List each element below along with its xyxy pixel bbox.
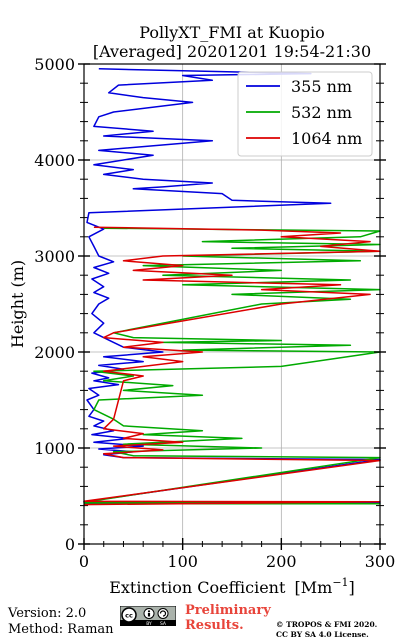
chart-title-line1: PollyXT_FMI at Kuopio xyxy=(139,23,325,42)
series-layer xyxy=(83,68,381,506)
sa-icon-text: SA xyxy=(160,621,167,626)
preliminary-line1: Preliminary xyxy=(185,603,271,618)
x-axis-label-sup: −1 xyxy=(332,576,348,589)
x-axis-label-text: Extinction Coefficient xyxy=(109,578,286,597)
copyright-line1: © TROPOS & FMI 2020. xyxy=(276,620,378,629)
legend: 355 nm 532 nm 1064 nm xyxy=(237,71,373,157)
by-icon-text: BY xyxy=(146,621,152,626)
legend-box xyxy=(237,71,373,157)
legend-label: 532 nm xyxy=(291,103,352,122)
y-axis-label: Height (m) xyxy=(8,260,27,348)
x-axis-label-unit: [Mm xyxy=(295,578,333,597)
y-tick-label: 1000 xyxy=(34,439,75,458)
version-text: Version: 2.0 xyxy=(8,606,87,621)
cc-by-sa-badge-icon: cc BY SA xyxy=(120,606,176,626)
x-tick-label: 200 xyxy=(266,552,297,571)
x-tick-label: 0 xyxy=(79,552,89,571)
x-axis-label-close: ] xyxy=(349,578,355,597)
chart-title-line2: [Averaged] 20201201 19:54-21:30 xyxy=(93,42,371,61)
x-axis-label: Extinction Coefficient [Mm−1] xyxy=(109,576,355,597)
legend-label: 1064 nm xyxy=(291,129,362,148)
series-line xyxy=(83,226,381,506)
legend-label: 355 nm xyxy=(291,77,352,96)
preliminary-results-label: Preliminary Results. xyxy=(185,603,271,633)
x-tick-label: 300 xyxy=(365,552,396,571)
y-tick-label: 3000 xyxy=(34,247,75,266)
cc-icon-text: cc xyxy=(125,612,133,620)
x-tick-label: 100 xyxy=(167,552,198,571)
x-axis: 0 100 200 300 xyxy=(79,538,395,571)
plot-frame xyxy=(83,63,381,545)
y-tick-label: 2000 xyxy=(34,343,75,362)
y-axis: 0 1000 2000 3000 4000 5000 xyxy=(34,55,386,554)
y-tick-label: 5000 xyxy=(34,55,75,74)
y-tick-label: 4000 xyxy=(34,151,75,170)
copyright-label: © TROPOS & FMI 2020. CC BY SA 4.0 Licens… xyxy=(276,620,377,640)
y-tick-label: 0 xyxy=(65,535,75,554)
copyright-line2: CC BY SA 4.0 License. xyxy=(276,630,369,639)
preliminary-line2: Results. xyxy=(185,618,244,633)
method-text: Method: Raman xyxy=(8,622,114,637)
